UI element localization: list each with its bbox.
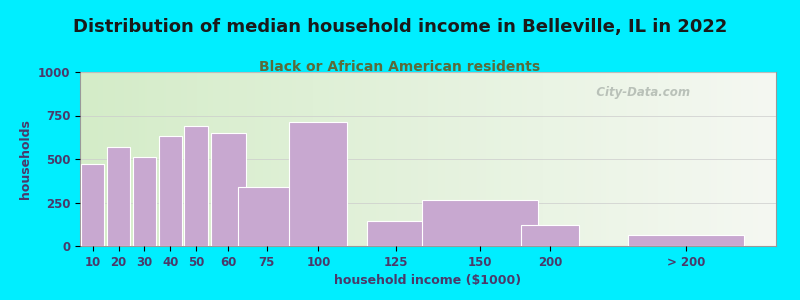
Text: City-Data.com: City-Data.com <box>584 86 690 99</box>
Bar <box>82 164 105 246</box>
X-axis label: household income ($1000): household income ($1000) <box>334 274 522 287</box>
Bar <box>211 133 246 246</box>
Text: Black or African American residents: Black or African American residents <box>259 60 541 74</box>
Bar <box>133 157 156 246</box>
Bar <box>290 122 347 246</box>
Bar <box>522 225 579 246</box>
Bar <box>628 235 744 246</box>
Bar <box>158 136 182 246</box>
Bar <box>184 126 208 246</box>
Y-axis label: households: households <box>19 119 32 199</box>
Bar <box>366 221 425 246</box>
Bar <box>238 187 296 246</box>
Bar <box>422 200 538 246</box>
Bar <box>107 147 130 246</box>
Text: Distribution of median household income in Belleville, IL in 2022: Distribution of median household income … <box>73 18 727 36</box>
